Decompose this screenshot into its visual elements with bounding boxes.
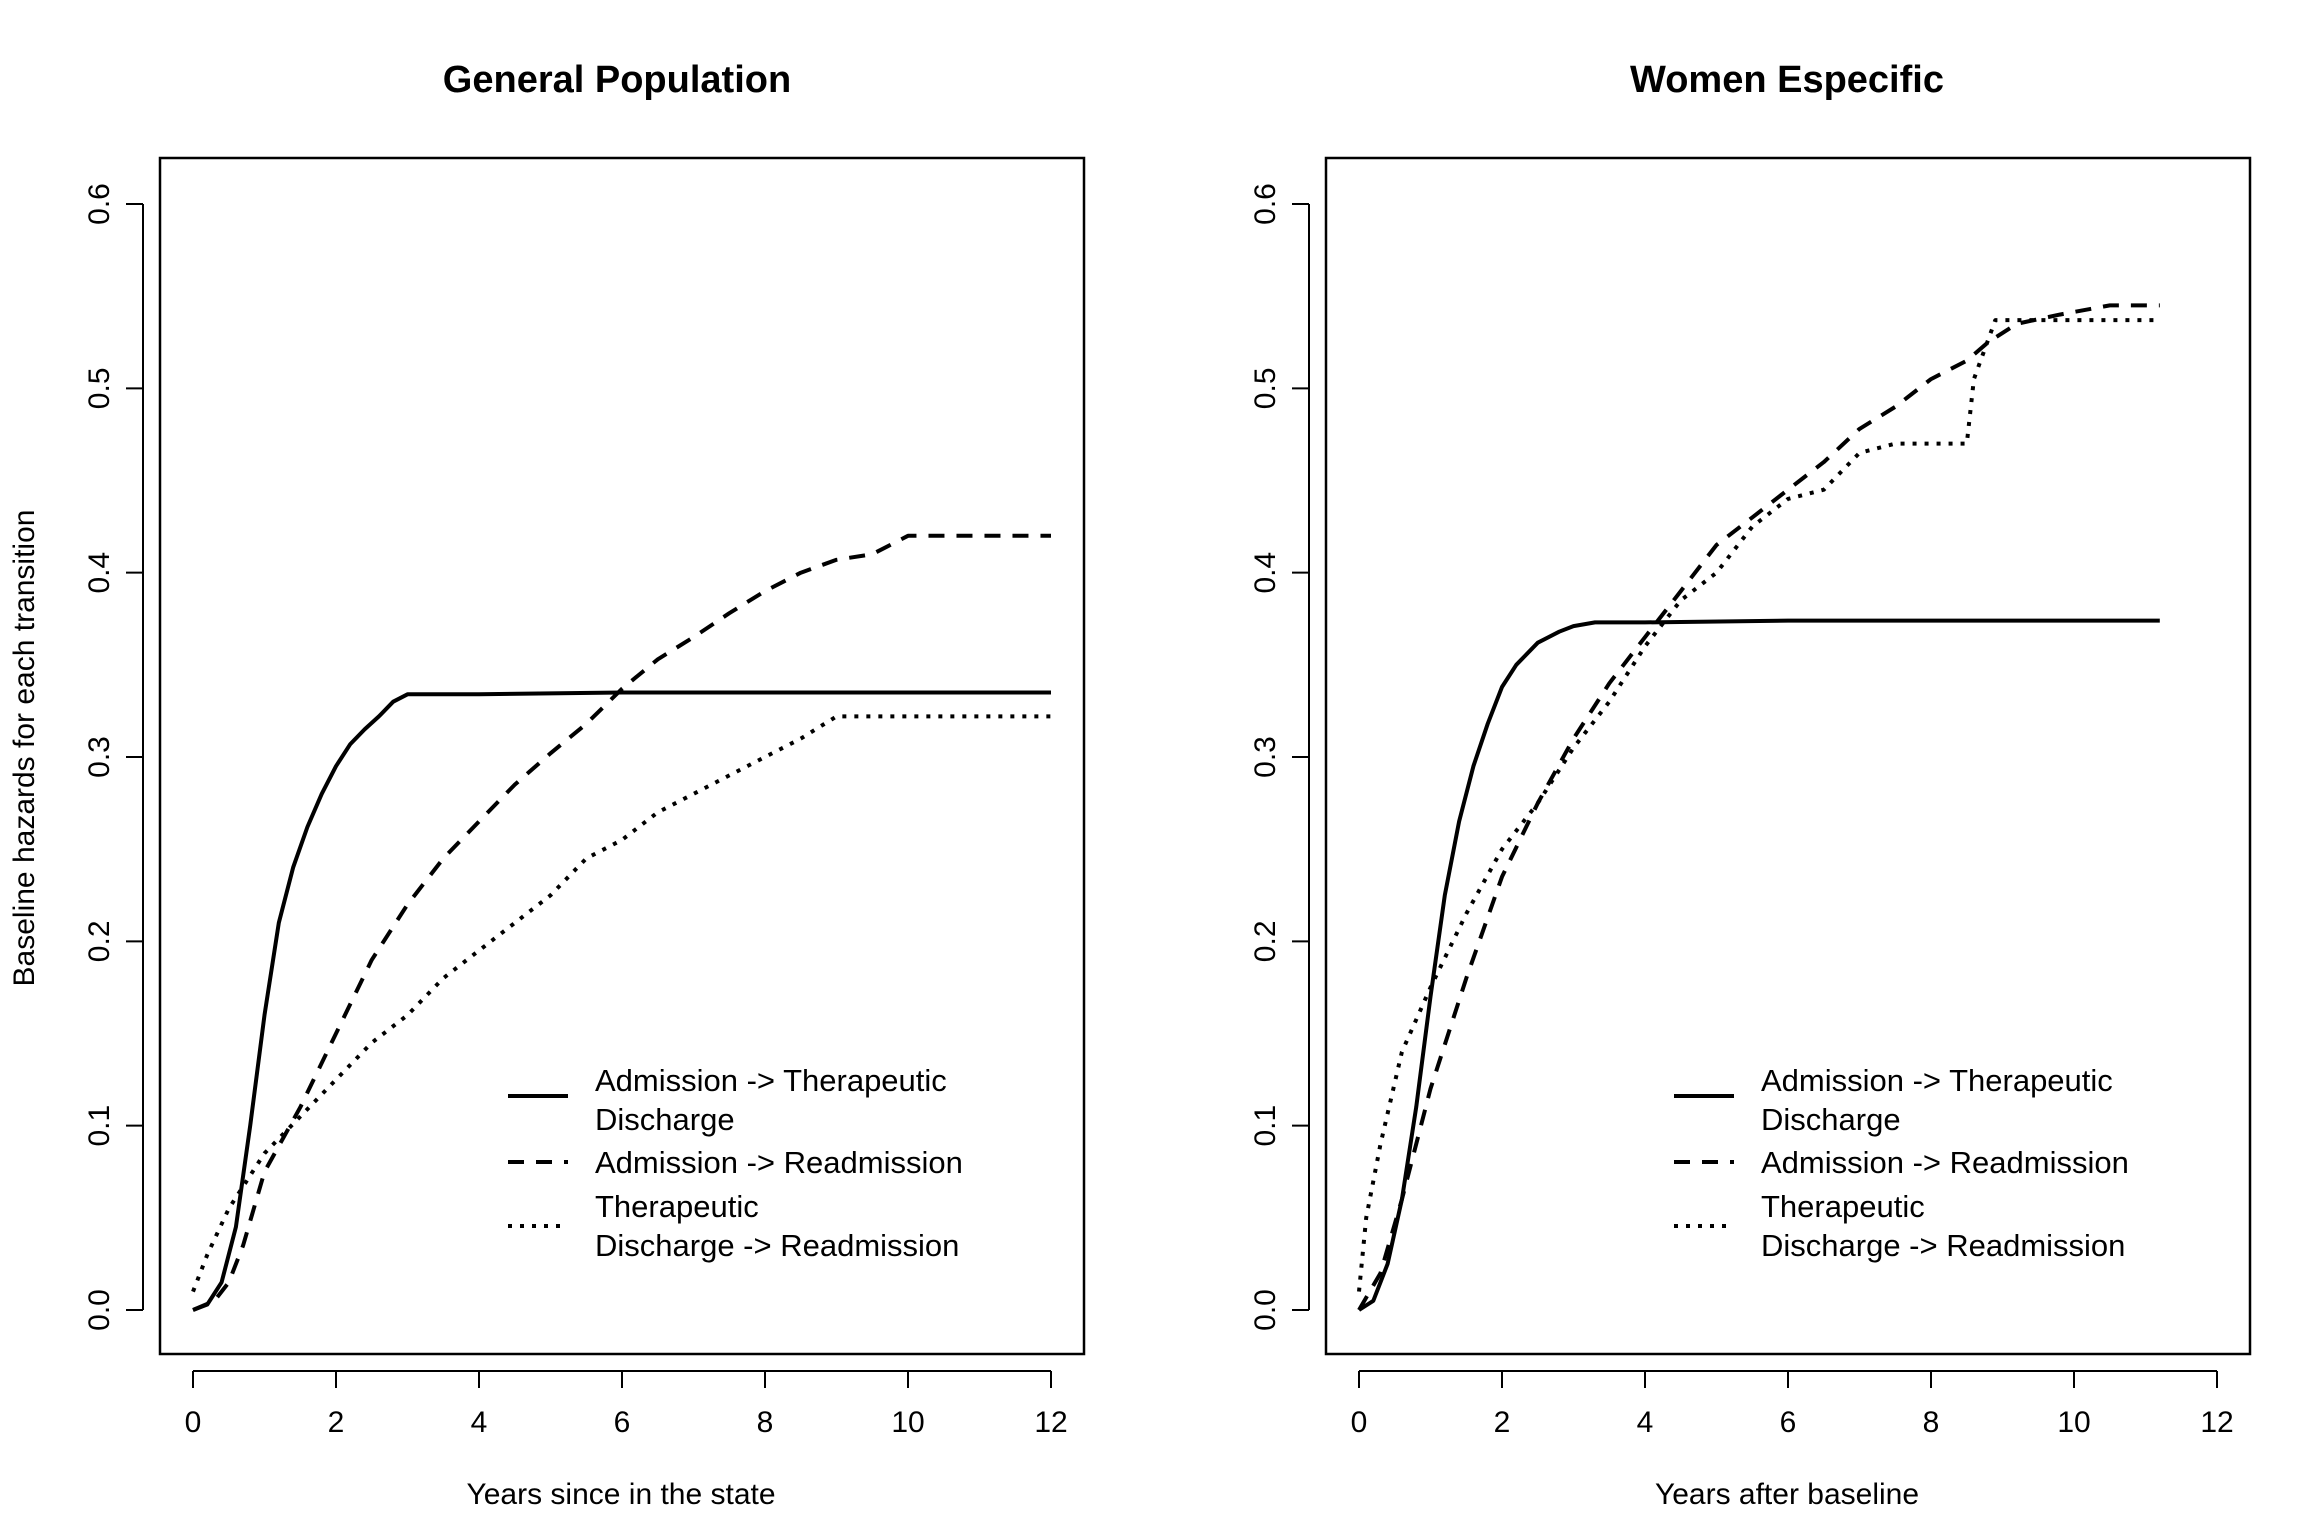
- panel-women-especific: Women Especific 0 2 4 6 8 10 12 0.0 0.1 0.2 0.3 0.4…: [1249, 59, 2252, 1511]
- series-line-solid: [1357, 618, 2160, 1312]
- series-line-dotted: [191, 714, 1051, 1293]
- x-tick-label: 12: [1034, 1406, 1067, 1439]
- x-tick-label: 8: [757, 1406, 774, 1439]
- y-tick-label: 0.3: [83, 736, 116, 778]
- y-tick-label: 0.6: [83, 183, 116, 225]
- series-line-dashed: [1357, 303, 2160, 1312]
- x-tick-label: 0: [185, 1406, 202, 1439]
- y-tick-label: 0.4: [83, 552, 116, 594]
- panel-title: Women Especific: [1630, 59, 1944, 101]
- series-line-dashed: [192, 533, 1051, 1312]
- y-tick-label: 0.2: [83, 920, 116, 962]
- series-lines: [1357, 303, 2160, 1312]
- panel-title: General Population: [443, 59, 791, 101]
- x-tick-label: 10: [2057, 1406, 2090, 1439]
- axes: 0 2 4 6 8 10 12 0.0 0.1 0.2 0.3 0.4 0.5 0.6: [1249, 183, 2234, 1439]
- y-tick-label: 0.2: [1249, 920, 1282, 962]
- legend-label-admission-readmission: Admission -> Readmission: [595, 1145, 963, 1180]
- legend-label-admission-readmission: Admission -> Readmission: [1761, 1145, 2129, 1180]
- x-tick-label: 2: [1494, 1406, 1511, 1439]
- legend-label-admission-therapeutic: Admission -> Therapeutic Discharge: [1761, 1063, 2121, 1137]
- x-tick-label: 6: [1780, 1406, 1797, 1439]
- y-tick-label: 0.1: [1249, 1105, 1282, 1147]
- x-tick-label: 2: [328, 1406, 345, 1439]
- x-tick-label: 8: [1923, 1406, 1940, 1439]
- y-tick-label: 0.0: [1249, 1289, 1282, 1331]
- legend-label-admission-therapeutic: Admission -> Therapeutic Discharge: [595, 1063, 955, 1137]
- legend: Admission -> Therapeutic Discharge Admis…: [1674, 1063, 2129, 1263]
- y-tick-label: 0.3: [1249, 736, 1282, 778]
- y-tick-label: 0.6: [1249, 183, 1282, 225]
- x-tick-label: 6: [614, 1406, 631, 1439]
- x-axis-label: Years since in the state: [466, 1478, 775, 1511]
- plot-frame: [158, 156, 1086, 1356]
- y-tick-label: 0.5: [83, 367, 116, 409]
- x-tick-label: 0: [1351, 1406, 1368, 1439]
- legend: Admission -> Therapeutic Discharge Admis…: [508, 1063, 963, 1263]
- x-tick-label: 4: [1637, 1406, 1654, 1439]
- legend-label-therapeutic-readmission: Therapeutic Discharge -> Readmission: [1761, 1189, 2125, 1263]
- y-tick-label: 0.1: [83, 1105, 116, 1147]
- x-axis-label: Years after baseline: [1655, 1478, 1919, 1511]
- y-tick-label: 0.0: [83, 1289, 116, 1331]
- y-tick-label: 0.5: [1249, 367, 1282, 409]
- axes: 0 2 4 6 8 10 12 0.0 0.1 0.2 0.3 0.4 0.5 0.6: [83, 183, 1068, 1439]
- panel-general-population: General Population 0 2 4 6 8 10 12 0.0 0.1 0.2 0.3…: [83, 59, 1086, 1511]
- series-lines: [191, 533, 1051, 1312]
- x-tick-label: 10: [891, 1406, 924, 1439]
- series-line-dotted: [1357, 318, 2160, 1292]
- plot-frame: [1324, 156, 2252, 1356]
- legend-label-therapeutic-readmission: Therapeutic Discharge -> Readmission: [595, 1189, 959, 1263]
- y-tick-label: 0.4: [1249, 552, 1282, 594]
- x-tick-label: 4: [471, 1406, 488, 1439]
- x-tick-label: 12: [2200, 1406, 2233, 1439]
- y-axis-label: Baseline hazards for each transition: [8, 510, 41, 987]
